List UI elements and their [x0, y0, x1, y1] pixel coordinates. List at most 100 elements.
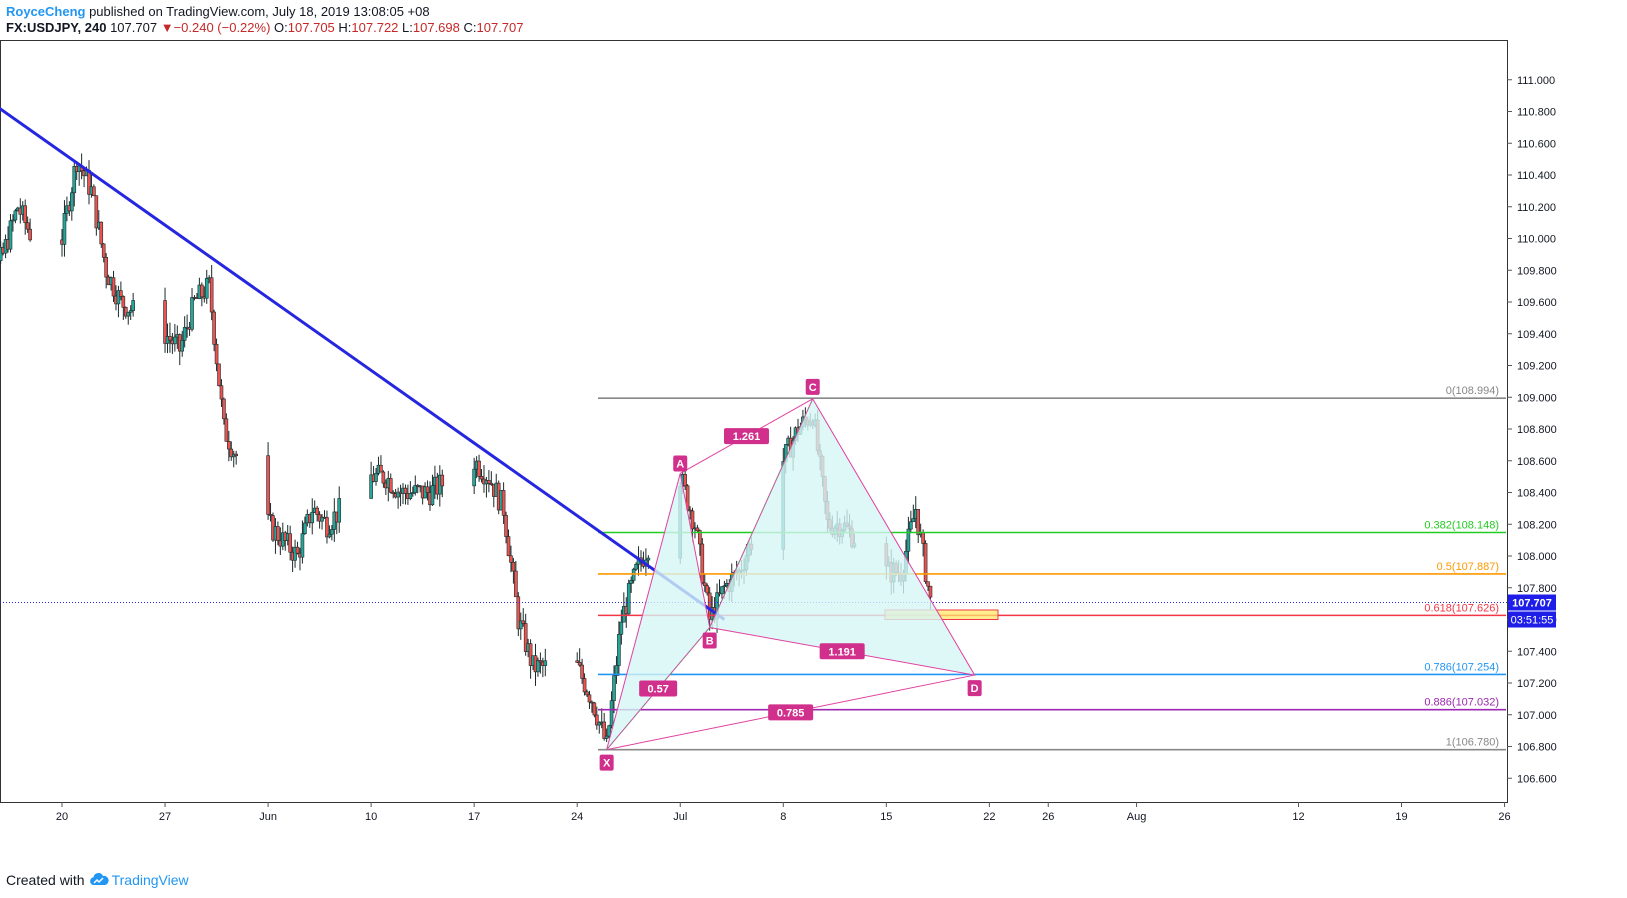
- y-tick-label: 107.400: [1517, 646, 1557, 658]
- symbol-label[interactable]: FX:USDJPY, 240: [6, 20, 107, 35]
- candle-down: [926, 581, 930, 587]
- candle-up: [720, 586, 724, 595]
- candle-down: [227, 441, 231, 450]
- candle-up: [396, 491, 400, 498]
- last-price-tag-text: 107.707: [1512, 598, 1552, 610]
- candle-up: [320, 516, 324, 522]
- candle-up: [374, 473, 378, 482]
- countdown-tag-text: 03:51:55: [1511, 615, 1554, 627]
- candle-up: [472, 468, 476, 487]
- fib-level-label: 0.786(107.254): [1424, 661, 1499, 673]
- change-arrow-icon: ▼: [160, 20, 174, 35]
- candle-down: [577, 662, 582, 666]
- y-tick-label: 106.600: [1517, 773, 1557, 785]
- candle-down: [200, 284, 204, 298]
- candle-down: [28, 228, 32, 241]
- y-tick-label: 110.800: [1517, 107, 1556, 119]
- tradingview-logo[interactable]: TradingView: [89, 872, 189, 888]
- fib-level-label: 0.618(107.626): [1424, 602, 1499, 614]
- candle-up: [617, 633, 621, 666]
- candle-up: [609, 700, 614, 727]
- x-tick-label: 26: [1042, 811, 1054, 823]
- candle-down: [923, 543, 928, 583]
- candle-down: [688, 509, 692, 512]
- y-tick-label: 109.200: [1517, 361, 1557, 373]
- candle-down: [538, 660, 543, 663]
- tradingview-brand: TradingView: [111, 872, 189, 888]
- candle-down: [94, 195, 99, 229]
- candle-up: [8, 220, 13, 250]
- x-tick-label: 17: [468, 811, 480, 823]
- candle-down: [222, 398, 226, 420]
- candle-down: [391, 492, 396, 494]
- y-tick-label: 106.800: [1517, 742, 1557, 754]
- last-price-tag: [1508, 594, 1556, 611]
- y-tick-label: 111.000: [1517, 75, 1555, 87]
- candle-down: [440, 474, 445, 487]
- x-tick-label: 19: [1395, 811, 1407, 823]
- candle-up: [411, 492, 415, 494]
- candle-down: [295, 546, 300, 554]
- candle-down: [381, 471, 386, 484]
- candle-up: [629, 580, 633, 584]
- candle-up: [634, 563, 638, 570]
- candle-down: [575, 660, 580, 663]
- candle-down: [214, 343, 219, 365]
- candle-down: [101, 243, 106, 258]
- publish-info: RoyceCheng published on TradingView.com,…: [6, 4, 524, 20]
- fib-level-label: 0.382(108.148): [1424, 520, 1499, 532]
- y-tick-label: 108.400: [1517, 488, 1557, 500]
- candle-up: [327, 533, 332, 538]
- pattern-ratio-label: 1.261: [733, 431, 761, 443]
- candle-down: [695, 527, 700, 531]
- candle-up: [190, 297, 194, 330]
- change-value: −0.240 (−0.22%): [173, 20, 271, 35]
- y-tick-label: 107.200: [1517, 678, 1557, 690]
- pattern-point-label: B: [706, 635, 714, 647]
- candle-down: [521, 620, 526, 624]
- candle-up: [116, 290, 121, 305]
- fib-level-label: 1(106.780): [1446, 737, 1499, 749]
- fib-level-label: 0.5(107.887): [1437, 561, 1499, 573]
- candle-up: [430, 485, 435, 506]
- pattern-point-badge: [599, 754, 614, 771]
- candle-down: [425, 486, 430, 493]
- y-tick-label: 109.600: [1517, 297, 1557, 309]
- candle-up: [612, 675, 616, 701]
- x-tick-label: 12: [1292, 811, 1304, 823]
- candle-down: [217, 363, 221, 386]
- low-label: L:: [402, 20, 413, 35]
- y-tick-label: 110.400: [1517, 170, 1556, 182]
- candle-down: [585, 691, 589, 696]
- downtrend-line: [0, 106, 726, 621]
- open-label: O:: [274, 20, 288, 35]
- candle-down: [388, 478, 393, 493]
- y-tick-label: 110.200: [1517, 202, 1556, 214]
- high-label: H:: [338, 20, 352, 35]
- candle-up: [293, 546, 297, 561]
- created-with-text: Created with: [6, 872, 85, 888]
- candle-down: [123, 307, 128, 317]
- y-tick-label: 110.600: [1517, 138, 1556, 150]
- candle-up: [204, 278, 209, 299]
- candle-up: [646, 557, 651, 561]
- pattern-ratio-label: 0.57: [647, 684, 668, 696]
- pattern-point-badge: [967, 680, 982, 697]
- candle-up: [626, 583, 631, 615]
- close-label: C:: [463, 20, 477, 35]
- candle-up: [619, 621, 624, 635]
- candle-down: [698, 530, 702, 545]
- candle-down: [224, 418, 229, 442]
- y-tick-label: 110.000: [1517, 234, 1556, 246]
- candle-down: [479, 476, 484, 480]
- candle-down: [514, 570, 518, 598]
- candle-down: [268, 514, 273, 516]
- candle-down: [403, 487, 408, 494]
- x-tick-label: 10: [365, 811, 377, 823]
- candle-up: [631, 568, 636, 581]
- candle-down: [111, 277, 116, 297]
- author-link[interactable]: RoyceCheng: [6, 4, 86, 19]
- candle-up: [126, 311, 131, 317]
- price-chart[interactable]: 111.000 110.800 110.600 110.400 110.200 110.0…: [0, 40, 1627, 866]
- candle-down: [92, 186, 96, 197]
